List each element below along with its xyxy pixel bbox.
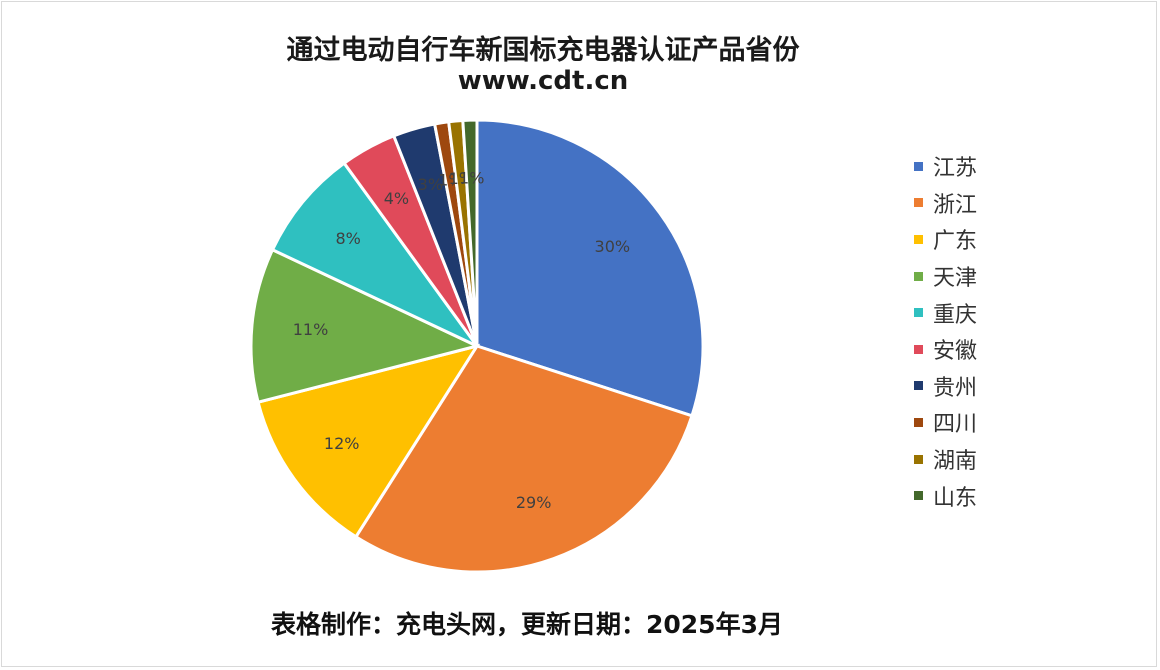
slice-data-label-10: 1% bbox=[459, 168, 484, 187]
slice-data-label-2: 29% bbox=[516, 493, 552, 512]
legend-label: 贵州 bbox=[933, 375, 978, 401]
legend-item-10: 山东 bbox=[914, 477, 977, 514]
legend-item-6: 安徽 bbox=[914, 331, 977, 368]
legend-swatch bbox=[914, 161, 923, 171]
pie-slice-10 bbox=[461, 118, 479, 347]
legend-label: 湖南 bbox=[933, 449, 978, 475]
legend-item-2: 浙江 bbox=[914, 185, 977, 222]
legend-item-1: 江苏 bbox=[914, 148, 977, 185]
legend-item-9: 湖南 bbox=[914, 441, 977, 478]
legend-item-3: 广东 bbox=[914, 221, 977, 258]
legend-swatch bbox=[914, 308, 923, 318]
legend-swatch bbox=[914, 454, 923, 464]
legend-label: 浙江 bbox=[933, 192, 978, 218]
legend-label: 广东 bbox=[933, 229, 978, 255]
pie-slice-4 bbox=[249, 247, 482, 405]
legend-label: 山东 bbox=[933, 485, 978, 511]
legend-label: 江苏 bbox=[933, 156, 978, 182]
legend-item-7: 贵州 bbox=[914, 368, 977, 405]
legend-label: 安徽 bbox=[933, 339, 978, 365]
slice-data-label-3: 12% bbox=[324, 434, 360, 453]
pie-slice-3 bbox=[256, 343, 481, 539]
chart-legend: 江苏浙江广东天津重庆安徽贵州四川湖南山东 bbox=[914, 148, 977, 514]
legend-swatch bbox=[914, 234, 923, 244]
slice-data-label-4: 11% bbox=[293, 320, 329, 339]
slice-data-label-7: 3% bbox=[418, 175, 443, 194]
pie-slice-1 bbox=[475, 118, 705, 418]
legend-item-5: 重庆 bbox=[914, 294, 977, 331]
chart-subtitle: www.cdt.cn bbox=[457, 66, 629, 96]
legend-swatch bbox=[914, 381, 923, 391]
legend-swatch bbox=[914, 417, 923, 427]
slice-data-label-5: 8% bbox=[335, 229, 360, 248]
slice-data-label-6: 4% bbox=[384, 189, 409, 208]
legend-swatch bbox=[914, 198, 923, 208]
legend-label: 四川 bbox=[933, 412, 978, 438]
legend-label: 重庆 bbox=[933, 302, 978, 328]
legend-item-4: 天津 bbox=[914, 258, 977, 295]
legend-label: 天津 bbox=[933, 266, 978, 292]
footer-credit: 表格制作：充电头网，更新日期：2025年3月 bbox=[271, 610, 783, 639]
pie-slice-2 bbox=[353, 344, 694, 574]
legend-swatch bbox=[914, 491, 923, 501]
legend-swatch bbox=[914, 344, 923, 354]
pie-slice-5 bbox=[270, 161, 479, 348]
legend-item-8: 四川 bbox=[914, 404, 977, 441]
legend-swatch bbox=[914, 271, 923, 281]
chart-title: 通过电动自行车新国标充电器认证产品省份 bbox=[286, 35, 800, 66]
slice-data-label-1: 30% bbox=[595, 237, 631, 256]
